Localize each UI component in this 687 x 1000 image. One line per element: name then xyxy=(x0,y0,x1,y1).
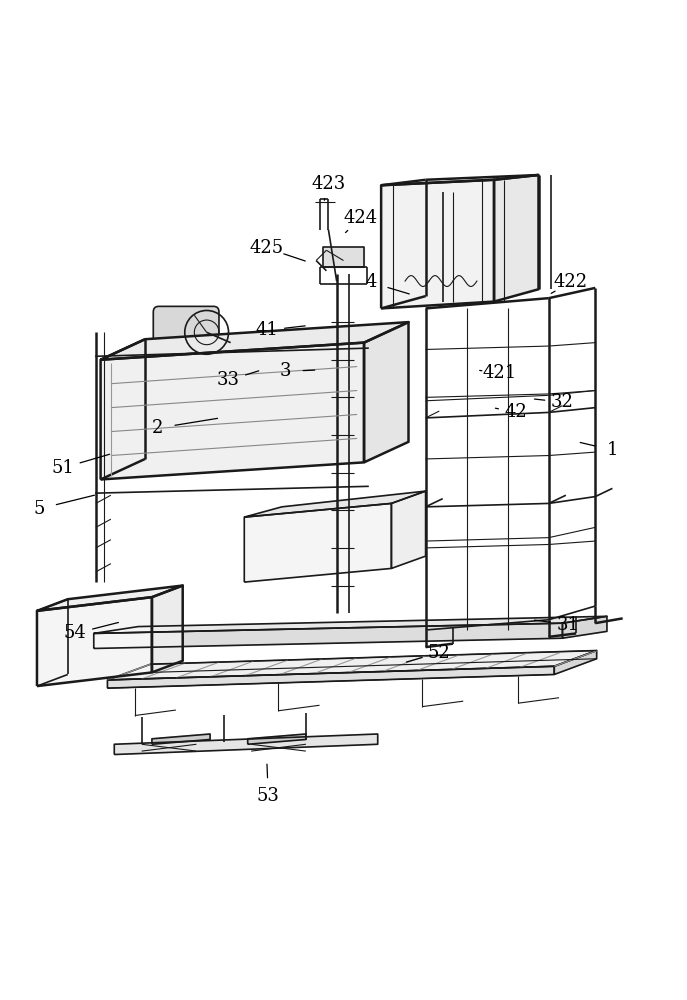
Polygon shape xyxy=(152,734,210,744)
Polygon shape xyxy=(554,651,597,674)
Polygon shape xyxy=(93,616,607,633)
Polygon shape xyxy=(248,734,306,744)
Polygon shape xyxy=(364,322,409,462)
Text: 4: 4 xyxy=(365,273,376,291)
Text: 41: 41 xyxy=(256,321,278,339)
Text: 424: 424 xyxy=(344,209,378,227)
Polygon shape xyxy=(563,616,607,638)
Polygon shape xyxy=(107,666,554,688)
Polygon shape xyxy=(392,491,426,568)
Polygon shape xyxy=(37,586,183,611)
Polygon shape xyxy=(494,175,539,302)
Polygon shape xyxy=(114,734,378,755)
Text: 3: 3 xyxy=(280,362,291,380)
Text: 51: 51 xyxy=(52,459,74,477)
Polygon shape xyxy=(381,180,494,308)
Text: 2: 2 xyxy=(152,419,163,437)
Text: 425: 425 xyxy=(250,239,284,257)
Text: 5: 5 xyxy=(34,500,45,518)
Polygon shape xyxy=(323,247,364,267)
Text: 423: 423 xyxy=(311,175,346,193)
Polygon shape xyxy=(245,503,392,582)
Polygon shape xyxy=(100,343,364,479)
Text: 54: 54 xyxy=(64,624,87,642)
Text: 52: 52 xyxy=(428,644,451,662)
Text: 421: 421 xyxy=(482,364,517,382)
Polygon shape xyxy=(152,586,183,672)
Polygon shape xyxy=(93,623,563,648)
Polygon shape xyxy=(107,651,597,680)
Text: 42: 42 xyxy=(504,403,528,421)
Polygon shape xyxy=(37,597,152,686)
Polygon shape xyxy=(245,491,426,517)
Polygon shape xyxy=(100,322,409,360)
Text: 33: 33 xyxy=(217,371,240,389)
Text: 31: 31 xyxy=(556,616,579,634)
Text: 32: 32 xyxy=(551,393,574,411)
FancyBboxPatch shape xyxy=(153,306,219,357)
Text: 422: 422 xyxy=(554,273,587,291)
Text: 1: 1 xyxy=(607,441,618,459)
Text: 53: 53 xyxy=(257,787,280,805)
